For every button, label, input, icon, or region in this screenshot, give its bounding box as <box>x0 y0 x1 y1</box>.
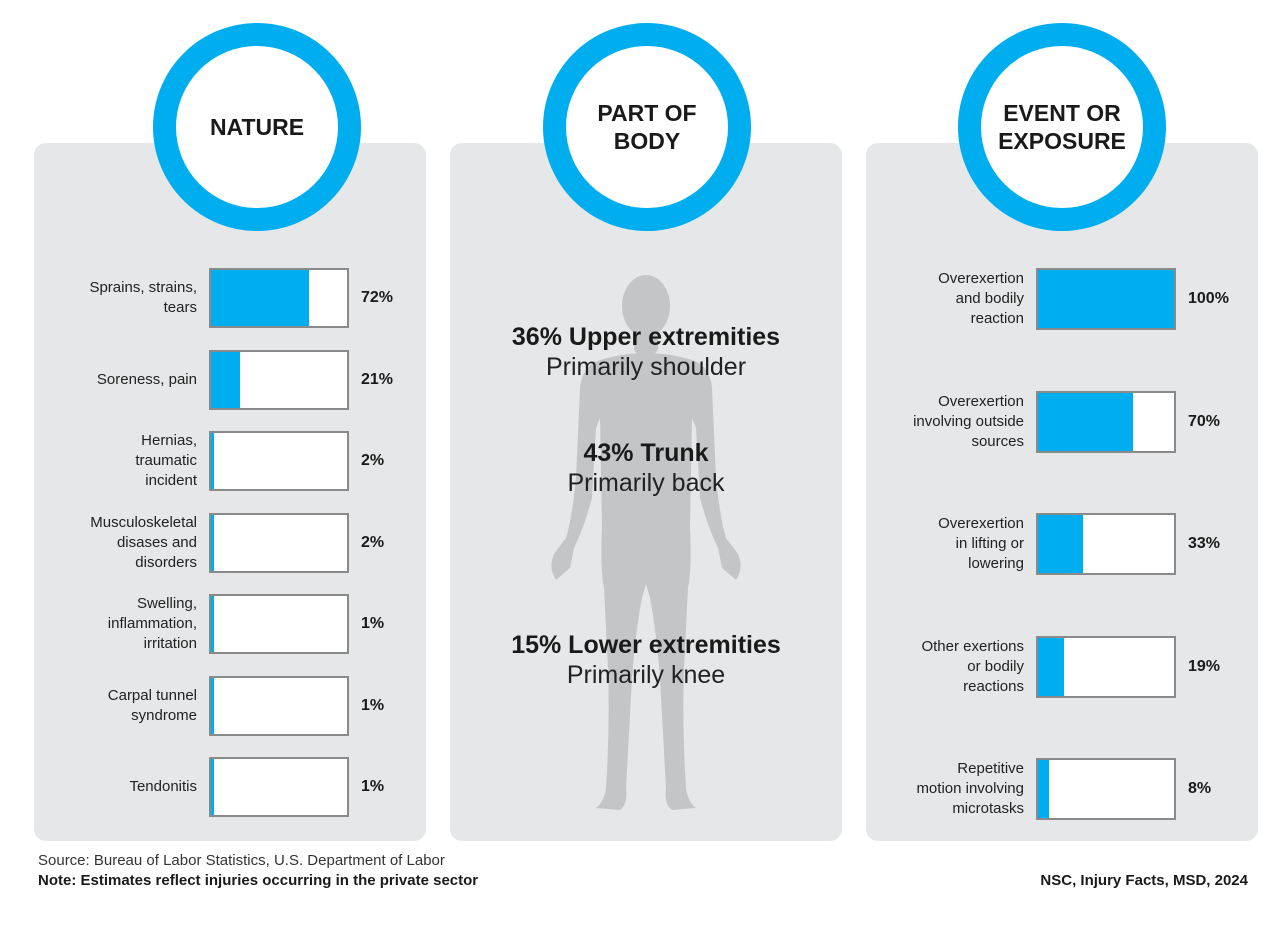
bar-label: Hernias, traumatic incident <box>135 432 197 489</box>
bar-track <box>1036 268 1176 330</box>
bar <box>1038 515 1083 573</box>
bar-value-label: 2% <box>361 533 385 551</box>
body-stat-lower-head: 15% Lower extremities <box>511 631 781 659</box>
bar-value-label: 70% <box>1188 412 1221 430</box>
body-stat-upper: 36% Upper extremities Primarily shoulder <box>450 322 842 382</box>
bar <box>1038 637 1064 696</box>
bar-value-label: 8% <box>1188 780 1212 797</box>
body-stat-upper-head: 36% Upper extremities <box>511 323 781 351</box>
bar-value-label: 1% <box>361 778 385 795</box>
bar-label: Tendonitis <box>129 778 197 795</box>
bar-value-label: 33% <box>1188 535 1221 552</box>
body-stat-trunk-head: 43% Trunk <box>583 439 709 467</box>
bar-label: Sprains, strains, tears <box>89 279 197 316</box>
bar-value-label: 1% <box>361 615 385 632</box>
body-stat-lower: 15% Lower extremities Primarily knee <box>450 630 842 690</box>
bar <box>211 351 240 408</box>
bar-label: Overexertion and bodily reaction <box>938 270 1024 327</box>
bar-value-label: 19% <box>1188 657 1221 675</box>
bar-label: Repetitive motion involving microtasks <box>916 760 1024 817</box>
bar-track <box>1036 635 1176 698</box>
bar-label: Other exertions or bodily reactions <box>921 637 1024 695</box>
bar-track <box>209 675 349 736</box>
event-or-exposure-panel <box>866 143 1258 841</box>
bar-value-label: 2% <box>361 452 385 469</box>
event-or-exposure-heading: EVENT OR EXPOSURE <box>958 23 1166 231</box>
bar <box>1038 760 1049 818</box>
bar-track <box>209 268 349 328</box>
bar <box>211 514 214 571</box>
bar <box>211 677 214 734</box>
bar-value-label: 1% <box>361 696 385 714</box>
bar <box>1038 270 1174 328</box>
bar <box>211 270 309 326</box>
bar <box>1038 392 1133 451</box>
bar-track <box>1036 390 1176 453</box>
bar <box>211 433 214 489</box>
bar-value-label: 72% <box>361 289 394 306</box>
body-stat-trunk-sub: Primarily back <box>567 469 725 497</box>
body-stat-trunk: 43% Trunk Primarily back <box>450 438 842 498</box>
bar-track <box>209 431 349 491</box>
bar-label: Overexertion involving outside sources <box>913 392 1024 450</box>
bar <box>211 759 214 815</box>
bar-track <box>1036 758 1176 820</box>
bar-track <box>209 594 349 654</box>
bar-track <box>209 757 349 817</box>
bar-value-label: 100% <box>1188 290 1229 307</box>
citation-text: NSC, Injury Facts, MSD, 2024 <box>1040 872 1248 889</box>
bar-label: Swelling, inflammation, irritation <box>107 595 197 652</box>
bar-value-label: 21% <box>361 370 394 388</box>
note-text: Note: Estimates reflect injuries occurri… <box>38 872 479 889</box>
body-stat-lower-sub: Primarily knee <box>566 661 726 689</box>
bar-label: Soreness, pain <box>96 370 197 388</box>
source-text: Source: Bureau of Labor Statistics, U.S.… <box>38 852 445 869</box>
bar-label: Overexertion in lifting or lowering <box>938 515 1024 572</box>
bar-track <box>209 349 349 410</box>
part-of-body-heading: PART OF BODY <box>543 23 751 231</box>
bar <box>211 596 214 652</box>
human-body-silhouette-icon <box>551 275 741 810</box>
bar-track <box>1036 513 1176 575</box>
bar-label: Carpal tunnel syndrome <box>107 686 197 724</box>
nature-heading: NATURE <box>153 23 361 231</box>
bar-label: Musculoskeletal disases and disorders <box>90 513 197 571</box>
body-stat-upper-sub: Primarily shoulder <box>545 353 747 381</box>
bar-track <box>209 512 349 573</box>
